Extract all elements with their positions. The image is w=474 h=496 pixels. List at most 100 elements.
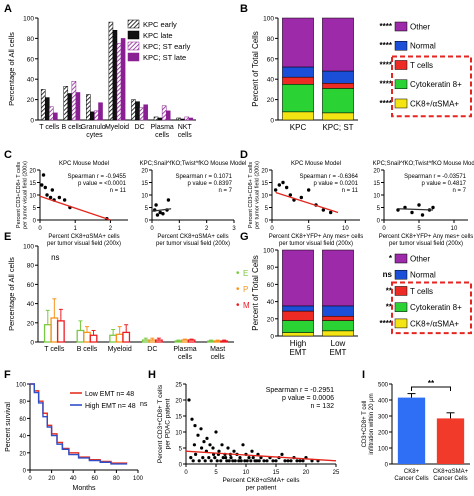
significance-marker: ** [386, 286, 393, 295]
data-point [202, 440, 206, 444]
bar [436, 418, 465, 464]
bar [131, 99, 136, 121]
stacked-segment [322, 88, 354, 114]
legend-label: KPC late [143, 31, 173, 40]
x-axis-title: Percent CK8+αSMA+ cells per tumor visual … [156, 234, 230, 247]
bar [143, 104, 148, 121]
y-tick-label: 0 [145, 219, 149, 225]
x-tick-label: 5 [417, 226, 421, 232]
legend-swatch [394, 269, 408, 280]
ns-annotation: ns [51, 253, 59, 262]
y-tick-label: 100 [23, 16, 34, 23]
y-tick-label: 0 [30, 340, 34, 347]
y-tick-label: 5 [145, 206, 149, 212]
bar [122, 331, 131, 343]
highlight-box [391, 281, 472, 335]
data-point [328, 210, 333, 215]
bar [49, 106, 54, 121]
legend-swatch [127, 52, 140, 62]
data-point [403, 205, 407, 210]
y-tick-label: 100 [16, 383, 27, 389]
data-point [199, 427, 203, 431]
panel-label-a: A [4, 3, 12, 15]
legend-label: Cytokeratin 8+ [410, 303, 462, 312]
x-category-label: Low EMT [330, 339, 347, 357]
data-point [298, 459, 302, 463]
bar [207, 340, 216, 343]
legend-label: KPC; ST late [143, 53, 186, 62]
bar [188, 117, 194, 121]
y-tick-label: 20 [29, 169, 36, 175]
y-tick-label: 5 [33, 206, 37, 212]
data-point [284, 185, 289, 190]
bar [90, 111, 95, 121]
legend-label: M [243, 301, 250, 310]
x-category-label: KPC [290, 123, 307, 132]
data-point [220, 443, 224, 447]
y-axis-title: Percent CD3+CD8+ T cellsper PDAC patient [157, 384, 172, 463]
bar [86, 94, 91, 121]
bar [75, 92, 81, 121]
y-tick-label: 80 [27, 263, 35, 270]
y-tick-label: 40 [19, 434, 26, 440]
stacked-segment [282, 249, 314, 307]
highlight-box [391, 55, 472, 118]
data-point [187, 398, 191, 402]
significance-bracket [411, 386, 451, 391]
bar [40, 89, 46, 121]
chart-title: KPC Mouse Model [291, 161, 341, 167]
x-tick-label: 2 [205, 226, 209, 232]
x-axis-title: Months [73, 485, 96, 492]
fit-line [275, 191, 339, 214]
fit-line [397, 208, 434, 211]
data-point [197, 459, 201, 463]
legend-swatch [394, 302, 408, 312]
legend-label: Normal [410, 271, 436, 280]
y-tick-label: 15 [373, 181, 380, 187]
stacked-segment [322, 112, 354, 121]
panel-label-h: H [148, 369, 156, 381]
y-tick-label: 40 [267, 77, 275, 84]
x-tick-label: 0 [270, 226, 274, 232]
data-point [310, 459, 314, 463]
x-tick-label: 0 [382, 226, 386, 232]
panel-label-b: B [240, 3, 248, 15]
data-point [189, 456, 193, 460]
significance-marker: ** [386, 303, 393, 312]
legend-swatch [394, 21, 408, 32]
x-tick-label: 40 [70, 476, 77, 482]
data-point [321, 208, 326, 212]
x-category-label: CK8+αSMA+ Cancer Cells [433, 469, 469, 482]
data-point [237, 459, 241, 463]
x-tick-label: 5 [214, 470, 218, 476]
bar [176, 117, 181, 121]
y-tick-label: 20 [27, 320, 35, 327]
bar [148, 339, 157, 343]
bar [397, 397, 426, 464]
y-tick-label: 20 [141, 169, 148, 175]
data-point [245, 459, 249, 463]
legend-swatch [394, 40, 408, 51]
x-category-label: T cells [39, 124, 60, 131]
stacked-segment [282, 111, 314, 121]
y-tick-label: 10 [141, 194, 148, 200]
bar [213, 340, 222, 343]
data-point [231, 459, 235, 463]
y-tick-label: 5 [377, 206, 381, 212]
y-tick-label: 60 [27, 282, 35, 289]
bar [161, 105, 167, 121]
bar [83, 331, 91, 343]
x-tick-label: 3 [232, 226, 236, 232]
x-category-label: CK8+ Cancer Cells [394, 469, 428, 482]
legend-label: CK8+/αSMA+ [410, 319, 459, 328]
y-tick-label: 20 [19, 451, 26, 457]
significance-marker: ns [383, 270, 393, 279]
y-tick-label: 0 [179, 463, 183, 469]
bar [89, 334, 98, 343]
y-tick-label: 25 [175, 383, 182, 389]
x-category-label: DC [147, 346, 157, 353]
data-point [161, 212, 165, 216]
x-tick-label: 1 [178, 226, 182, 232]
x-tick-label: 10 [342, 226, 349, 232]
